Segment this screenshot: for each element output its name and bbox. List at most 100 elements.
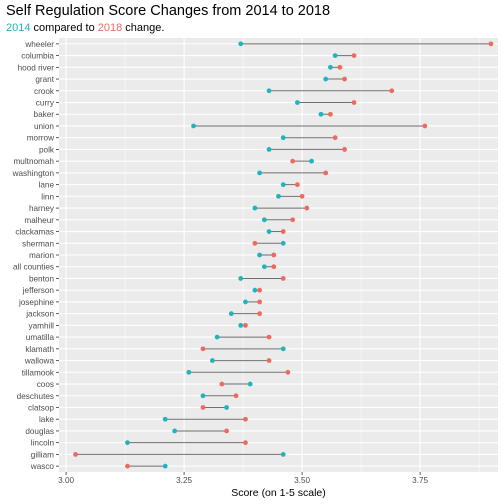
y-tick-label: yamhill (29, 321, 55, 330)
point-2018 (257, 299, 263, 305)
y-axis-labels: wheeler columbia hood river grant crook curry… (12, 40, 59, 471)
y-tick-label: wheeler (24, 40, 54, 49)
x-axis: 3.00 3.25 3.50 3.75 Score (on 1-5 scale) (58, 472, 429, 499)
point-2018 (266, 334, 272, 340)
point-2014 (172, 428, 178, 434)
point-2018 (266, 358, 272, 363)
point-2014 (266, 229, 272, 234)
point-2014 (238, 41, 244, 47)
point-2018 (285, 369, 291, 375)
point-2018 (73, 452, 78, 457)
point-2018 (342, 147, 347, 152)
point-2018 (328, 111, 333, 117)
point-2018 (125, 463, 130, 469)
y-tick-label: clatsop (28, 403, 54, 412)
y-tick-label: marion (29, 251, 54, 260)
point-2014 (243, 299, 248, 305)
y-tick-label: baker (34, 110, 55, 119)
point-2014 (266, 88, 272, 94)
point-2018 (243, 440, 248, 446)
subtitle-middle-text: compared to (30, 22, 98, 34)
point-2018 (323, 170, 329, 176)
point-2014 (224, 405, 229, 410)
point-2014 (261, 217, 267, 223)
point-2018 (224, 428, 229, 434)
point-2014 (280, 452, 286, 457)
point-2018 (351, 100, 357, 105)
point-2014 (332, 53, 338, 58)
x-tick-label: 3.75 (412, 476, 428, 485)
y-tick-label: malheur (24, 216, 54, 225)
point-2018 (351, 53, 357, 58)
x-tick-label: 3.25 (176, 476, 192, 485)
point-2014 (280, 182, 286, 188)
y-tick-label: sherman (22, 239, 54, 248)
point-2018 (280, 229, 286, 234)
point-2018 (219, 381, 225, 387)
point-2014 (261, 264, 267, 270)
point-2014 (238, 276, 244, 281)
point-2018 (200, 405, 206, 410)
point-2014 (247, 381, 253, 387)
point-2014 (323, 76, 329, 82)
point-2014 (214, 334, 220, 340)
grid-lines (59, 38, 498, 472)
y-tick-label: all counties (13, 263, 54, 272)
point-2014 (210, 358, 215, 363)
point-2014 (257, 170, 263, 176)
y-tick-label: umatilla (26, 333, 55, 342)
y-tick-label: morrow (27, 134, 54, 143)
y-tick-label: polk (39, 145, 55, 154)
y-tick-label: gilliam (31, 450, 54, 459)
point-2014 (162, 416, 168, 422)
point-2014 (257, 252, 263, 258)
point-2014 (228, 311, 234, 317)
y-tick-label: harney (29, 204, 55, 213)
point-2014 (252, 205, 258, 211)
point-2018 (304, 205, 310, 211)
point-2018 (488, 41, 494, 47)
point-2018 (389, 88, 395, 94)
point-2018 (294, 182, 300, 188)
y-tick-label: wallowa (24, 357, 55, 366)
point-2014 (280, 240, 286, 246)
point-2014 (328, 64, 333, 70)
y-tick-label: lake (39, 415, 54, 424)
y-tick-label: coos (37, 380, 54, 389)
point-2018 (422, 123, 428, 129)
point-2014 (318, 111, 324, 117)
point-2018 (243, 416, 248, 422)
y-tick-label: columbia (21, 52, 54, 61)
point-2014 (252, 287, 258, 293)
x-tick-label: 3.00 (58, 476, 74, 485)
legend-2014-label: 2014 (6, 22, 31, 34)
point-2014 (238, 322, 244, 328)
subtitle-end-text: change. (122, 22, 165, 34)
point-2018 (257, 287, 263, 293)
x-axis-title: Score (on 1-5 scale) (231, 487, 326, 499)
point-2018 (233, 393, 239, 399)
point-2014 (276, 193, 281, 199)
legend-2018-label: 2018 (97, 22, 123, 34)
point-2014 (309, 158, 314, 164)
y-tick-label: multnomah (13, 157, 54, 166)
point-2018 (290, 158, 296, 164)
point-2014 (280, 346, 286, 352)
y-tick-label: crook (34, 87, 55, 96)
y-tick-label: jackson (25, 310, 54, 319)
y-tick-label: wasco (30, 462, 55, 471)
y-tick-label: washington (12, 169, 55, 178)
point-2018 (243, 322, 248, 328)
y-tick-label: douglas (25, 427, 54, 436)
y-tick-label: tillamook (22, 368, 55, 377)
point-2014 (125, 440, 130, 446)
point-2018 (271, 264, 277, 270)
y-tick-label: grant (35, 75, 54, 84)
point-2018 (252, 240, 258, 246)
point-2018 (342, 76, 347, 82)
point-2014 (200, 393, 206, 399)
y-tick-label: deschutes (17, 392, 54, 401)
point-2018 (200, 346, 206, 352)
y-tick-label: linn (41, 192, 54, 201)
point-2014 (280, 135, 286, 141)
